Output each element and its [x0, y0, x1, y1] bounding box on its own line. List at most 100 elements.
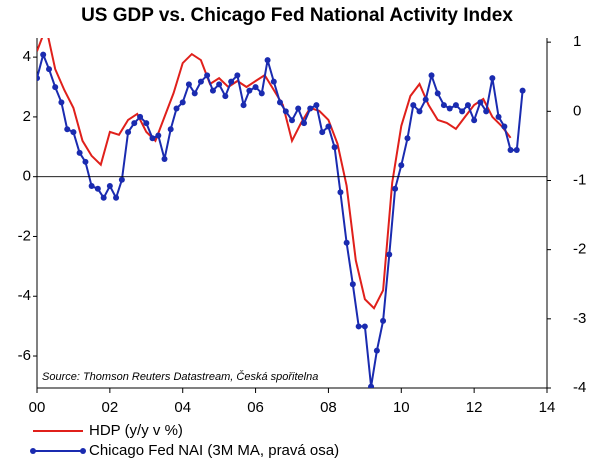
- marker: [392, 185, 399, 192]
- marker: [209, 87, 216, 94]
- y2-tick-label: -3: [573, 310, 586, 327]
- marker: [422, 96, 429, 103]
- marker: [319, 129, 326, 136]
- y2-tick-label: -2: [573, 241, 586, 258]
- marker: [464, 102, 471, 109]
- y-tick-label: -4: [18, 287, 31, 304]
- x-tick-label: 04: [174, 399, 191, 416]
- marker: [222, 93, 229, 100]
- x-tick-label: 12: [466, 399, 483, 416]
- marker: [191, 90, 198, 97]
- marker: [398, 162, 405, 169]
- y2-tick-label: 0: [573, 102, 581, 119]
- marker: [380, 317, 387, 324]
- source-note: Source: Thomson Reuters Datastream, Česk…: [42, 370, 318, 383]
- marker: [264, 57, 271, 64]
- marker: [258, 90, 265, 97]
- marker: [167, 126, 174, 133]
- marker: [204, 72, 211, 79]
- marker: [440, 102, 447, 109]
- legend-label: Chicago Fed NAI (3M MA, pravá osa): [89, 442, 339, 459]
- marker: [155, 132, 162, 139]
- marker: [416, 108, 423, 115]
- y-tick-label: 4: [23, 48, 31, 65]
- marker: [459, 108, 466, 115]
- marker: [197, 78, 204, 85]
- marker: [349, 281, 356, 288]
- marker: [252, 84, 259, 91]
- marker: [100, 194, 107, 201]
- y-tick-label: 0: [23, 168, 31, 185]
- marker: [434, 90, 441, 97]
- marker: [471, 117, 478, 124]
- marker: [373, 347, 380, 354]
- marker: [173, 105, 180, 112]
- marker: [113, 194, 120, 201]
- marker: [489, 75, 496, 82]
- marker: [307, 105, 314, 112]
- x-tick-label: 02: [102, 399, 119, 416]
- x-tick-label: 06: [247, 399, 264, 416]
- x-tick-label: 08: [320, 399, 337, 416]
- x-tick-label: 10: [393, 399, 410, 416]
- marker: [94, 185, 101, 192]
- marker: [46, 66, 53, 73]
- marker: [513, 147, 520, 154]
- x-tick-label: 00: [29, 399, 46, 416]
- marker: [301, 120, 308, 127]
- marker: [82, 158, 89, 165]
- marker: [161, 156, 168, 163]
- plot-area: [37, 38, 526, 388]
- marker: [404, 135, 411, 142]
- marker: [58, 99, 65, 106]
- marker: [331, 144, 338, 151]
- marker: [483, 108, 490, 115]
- marker: [40, 51, 47, 58]
- marker: [88, 183, 95, 190]
- marker: [343, 239, 350, 246]
- marker: [37, 75, 40, 82]
- marker: [276, 99, 283, 106]
- marker: [118, 176, 125, 183]
- series-line: [37, 38, 512, 310]
- marker: [495, 113, 502, 120]
- marker: [313, 102, 320, 109]
- marker: [410, 102, 417, 109]
- marker: [234, 72, 241, 79]
- marker: [519, 87, 526, 94]
- marker: [368, 383, 375, 388]
- legend-marker: [80, 448, 86, 454]
- marker: [179, 99, 186, 106]
- marker: [270, 78, 277, 85]
- marker: [289, 117, 295, 124]
- y-tick-label: -2: [18, 227, 31, 244]
- marker: [70, 129, 77, 136]
- marker: [246, 87, 253, 94]
- marker: [446, 105, 453, 112]
- marker: [216, 81, 223, 88]
- marker: [185, 81, 192, 88]
- marker: [149, 135, 156, 142]
- marker: [143, 120, 150, 127]
- marker: [361, 323, 368, 330]
- marker: [386, 251, 393, 258]
- marker: [282, 108, 289, 115]
- chart-title: US GDP vs. Chicago Fed National Activity…: [81, 5, 513, 26]
- marker: [106, 183, 113, 190]
- marker: [64, 126, 71, 133]
- marker: [507, 147, 514, 154]
- marker: [477, 99, 484, 106]
- y2-tick-label: -4: [573, 379, 586, 396]
- y2-tick-label: -1: [573, 171, 586, 188]
- marker: [131, 120, 138, 127]
- legend-marker: [30, 448, 36, 454]
- marker: [501, 123, 508, 130]
- marker: [125, 129, 132, 136]
- x-tick-label: 14: [539, 399, 556, 416]
- y-tick-label: -6: [18, 347, 31, 364]
- y2-tick-label: 1: [573, 33, 581, 50]
- marker: [228, 78, 235, 85]
- marker: [76, 149, 83, 156]
- marker: [52, 84, 59, 91]
